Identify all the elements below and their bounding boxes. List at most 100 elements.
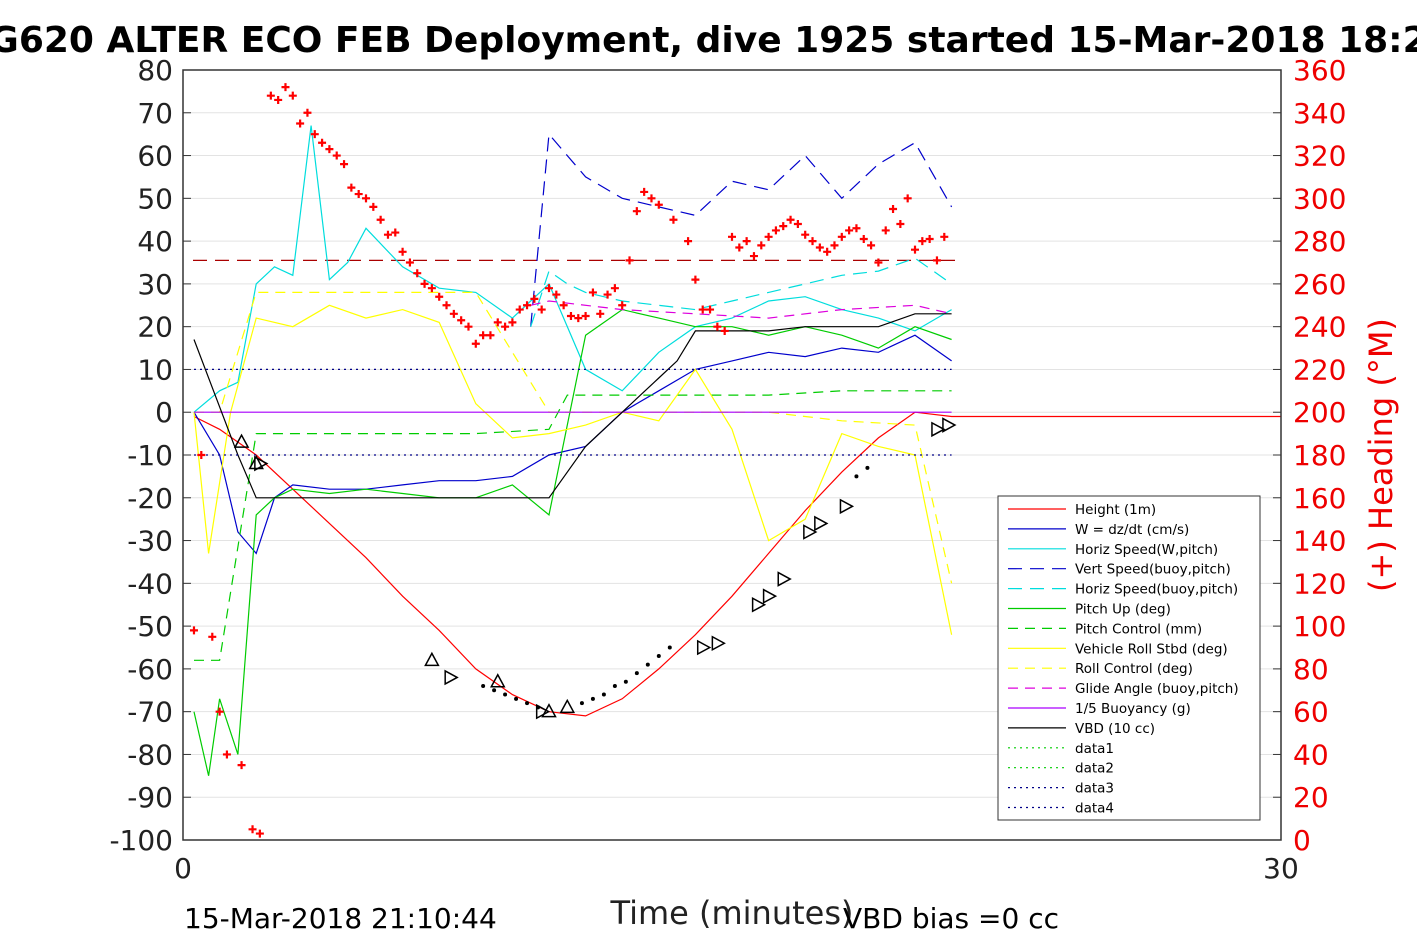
right-tick-label: 160 [1293,482,1346,515]
heading-point [903,194,912,203]
heading-point [779,222,788,231]
heading-point [940,232,949,241]
legend-entry-label: Pitch Up (deg) [1075,602,1171,618]
heading-point [248,825,257,834]
heading-point [354,190,363,199]
dive-dot [514,696,519,701]
right-tick-label: 120 [1293,567,1346,600]
heading-point [918,237,927,246]
x-tick-label: 30 [1263,852,1299,885]
heading-point [391,228,400,237]
dive-dot [656,654,661,659]
right-tick-label: 180 [1293,439,1346,472]
legend-entry-label: Horiz Speed(W,pitch) [1075,542,1218,558]
heading-point [281,83,290,92]
dive-dot [525,701,530,706]
waypoint-up-triangle [541,703,557,718]
series-line-pitch-up-deg- [193,308,952,776]
heading-point [449,309,458,318]
waypoint-right-triangle [814,515,829,532]
waypoint-right-triangle [444,669,459,686]
heading-point [786,215,795,224]
timestamp-footer: 15-Mar-2018 21:10:44 [184,902,497,935]
heading-point [303,108,312,117]
waypoint-right-triangle [762,588,778,604]
right-tick-label: 300 [1293,182,1346,215]
heading-point [574,314,583,323]
waypoint-right-triangle [777,571,792,587]
left-tick-label: -30 [127,525,173,558]
axis-ticks: 80706050403020100-10-20-30-40-50-60-70-8… [109,54,1346,885]
heading-point [596,309,605,318]
series-line-vert-speed-buoy-pitch- [530,132,953,327]
heading-point [486,331,495,340]
dive-dot [623,679,628,684]
left-tick-label: 60 [137,140,173,173]
right-tick-label: 140 [1293,525,1346,558]
right-tick-label: 360 [1293,54,1346,87]
waypoint-right-triangle [751,596,767,613]
plot-series [193,125,1281,776]
dive-dot [854,474,859,479]
right-tick-label: 0 [1293,824,1311,857]
heading-point [325,145,334,154]
right-tick-label: 60 [1293,696,1329,729]
heading-point [632,207,641,216]
heading-point [610,284,619,293]
heading-point [530,294,539,303]
waypoint-up-triangle [233,433,250,448]
heading-point [369,202,378,211]
heading-point [255,829,264,838]
heading-point [552,290,561,299]
heading-point [479,331,488,340]
dive-dot [645,662,650,667]
heading-point [427,284,436,293]
dive-dot [634,671,639,676]
waypoint-right-triangle [535,703,551,720]
waypoint-up-triangle [490,673,506,688]
dive-dot [865,465,870,470]
heading-point [684,237,693,246]
x-tick-label: 0 [174,852,192,885]
legend-entry-label: VBD (10 cc) [1075,721,1155,737]
heading-point [537,305,546,314]
dive-dot [667,645,672,650]
series-line-height-1m- [193,411,1281,717]
heading-point [793,220,802,228]
heading-point [523,301,532,310]
right-tick-label: 200 [1293,396,1346,429]
heading-point [274,95,283,104]
chart-title: SG620 ALTER ECO FEB Deployment, dive 192… [0,20,1417,61]
dive-dot [503,692,508,697]
waypoint-right-triangle [696,639,712,656]
right-tick-label: 280 [1293,225,1346,258]
right-tick-label: 320 [1293,140,1346,173]
heading-point [501,322,510,331]
heading-point [852,224,861,233]
dive-dot [579,701,584,706]
right-tick-label: 80 [1293,653,1329,686]
series-line-vbd-10-cc- [193,313,952,499]
left-tick-label: 0 [155,396,173,429]
heading-point [208,632,217,641]
waypoint-right-triangle [942,417,957,433]
legend-entry-label: data1 [1075,741,1114,757]
waypoint-right-triangle [254,455,269,472]
series-line-vehicle-roll-stbd-deg- [193,304,953,635]
heading-point [457,316,466,325]
series-line-w-dz-dt-cm-s- [193,334,952,555]
right-tick-label: 20 [1293,781,1329,814]
heading-point [310,130,319,139]
legend-entry-label: data4 [1075,801,1114,817]
series-line-glide-angle-buoy-pitch- [530,300,952,319]
heading-point [896,220,905,228]
heading-point [296,119,305,128]
dive-dot [492,688,497,693]
heading-point [508,318,517,327]
heading-point [932,256,941,265]
heading-point [867,241,876,250]
heading-point [815,243,824,252]
heading-point [340,160,349,169]
plot-markers [189,83,957,838]
left-tick-label: -100 [109,824,173,857]
